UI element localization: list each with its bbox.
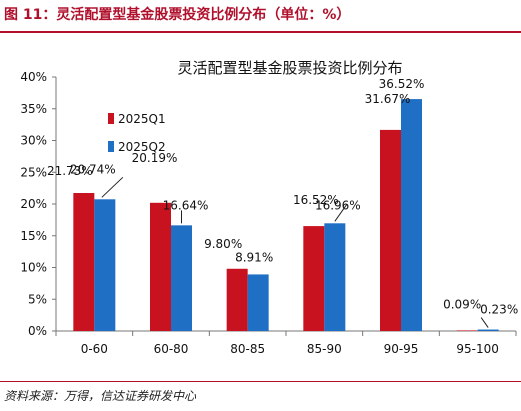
data-label-2025q2-85-90: 16.96% [315,198,361,212]
y-axis: 0% 5% 10% 15% 20% 25% 30% 35% 40% [20,70,57,338]
leader-line [480,317,489,328]
bars-group [73,99,499,332]
bar-2025q1-80-85 [226,268,248,331]
leader-lines-group [101,176,489,328]
bar-chart: 灵活配置型基金股票投资比例分布 0% 5% 10% 15% 20% 25% 30% 35% 40… [20,59,518,356]
bar-2025q2-0-60 [94,199,116,331]
y-tick-label: 35% [20,102,47,116]
data-label-2025q1-80-85: 9.80% [204,237,242,251]
bar-2025q2-80-85 [247,274,269,331]
x-tick-label: 60-80 [154,342,189,356]
bar-2025q2-85-90 [324,223,346,331]
bar-2025q1-60-80 [150,202,171,331]
bar-2025q1-0-60 [73,193,95,331]
bar-2025q1-85-90 [303,226,325,331]
bar-2025q2-60-80 [171,225,192,331]
data-label-2025q1-90-95: 31.67% [365,92,411,106]
y-tick-label: 40% [20,70,47,84]
data-label-2025q1-60-80: 20.19% [132,151,178,165]
data-label-2025q2-90-95: 36.52% [379,77,425,91]
y-tick-label: 10% [20,261,47,275]
data-label-2025q2-0-60: 20.74% [70,162,116,176]
leader-line [101,176,124,198]
y-tick-label: 15% [20,229,47,243]
data-label-2025q1-0-60: 21.73% [47,164,93,178]
data-label-2025q2-60-80: 16.64% [163,198,209,212]
legend-swatch-2025q2 [108,141,114,152]
leader-line [334,204,348,222]
bar-2025q2-90-95 [401,99,422,332]
source-note: 资料来源：万得，信达证券研发中心 [4,389,197,403]
x-tick-label: 90-95 [384,342,419,356]
y-tick-label: 5% [28,292,47,306]
footer-rule [0,381,521,382]
data-label-2025q1-95-100: 0.09% [443,297,481,311]
legend-swatch-2025q1 [108,113,114,124]
x-tick-label: 0-60 [81,342,108,356]
figure-caption: 图 11：灵活配置型基金股票投资比例分布（单位：%） [4,7,351,23]
y-tick-label: 30% [20,134,47,148]
legend-label-2025q1: 2025Q1 [118,112,166,126]
chart-title: 灵活配置型基金股票投资比例分布 [177,59,402,77]
x-tick-label: 95-100 [456,342,499,356]
y-tick-label: 25% [20,165,47,179]
figure-header: 图 11：灵活配置型基金股票投资比例分布（单位：%） [0,0,521,33]
data-label-2025q2-80-85: 8.91% [235,250,273,264]
data-labels-group: 21.73% 20.19% 9.80% 16.52% 31.67% 0.09% 20.74%… [47,77,518,316]
y-tick-label: 0% [28,324,47,338]
bar-2025q1-90-95 [380,129,401,331]
x-tick-label: 80-85 [230,342,265,356]
legend: 2025Q1 2025Q2 [108,112,166,154]
data-label-2025q1-85-90: 16.52% [293,193,339,207]
bar-2025q2-95-100 [477,329,499,331]
data-label-2025q2-95-100: 0.23% [480,303,518,317]
legend-label-2025q2: 2025Q2 [118,140,166,154]
x-tick-label: 85-90 [307,342,342,356]
x-axis: 0-60 60-80 80-85 85-90 90-95 95-100 [55,330,517,356]
y-tick-label: 20% [20,197,47,211]
bar-2025q1-95-100 [456,330,478,331]
